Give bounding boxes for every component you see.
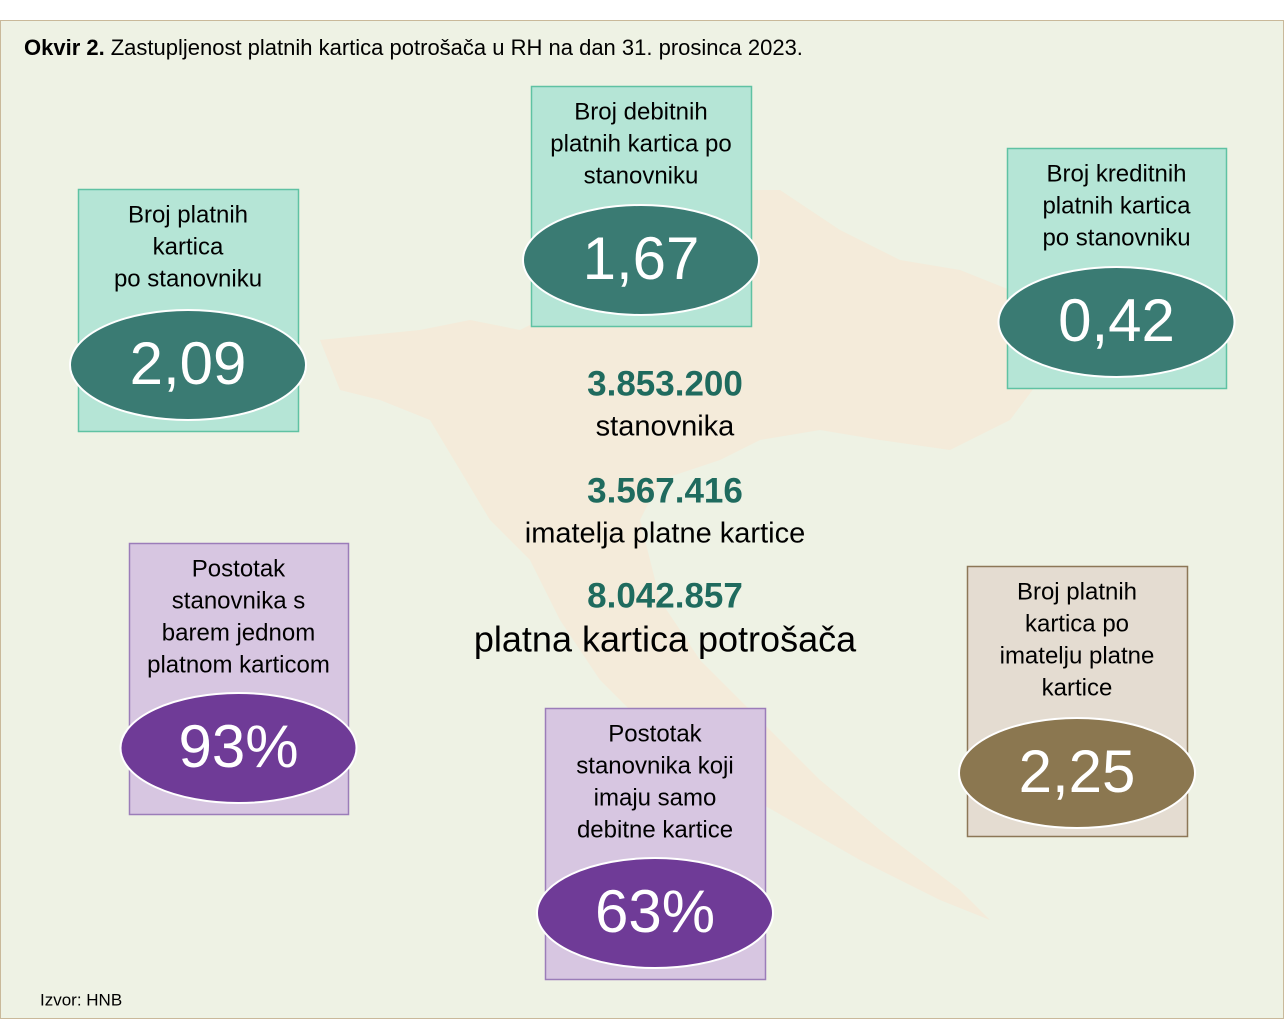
value-ellipse	[958, 717, 1196, 829]
box-label: barem jednom	[162, 619, 315, 646]
stat-value: 3.567.416	[587, 471, 743, 510]
stat-value: 3.853.200	[587, 364, 743, 403]
map-shape	[320, 190, 1040, 920]
value-ellipse	[997, 266, 1236, 378]
box-value: 63%	[595, 878, 715, 945]
box-label: stanovnika s	[172, 587, 305, 614]
box-label: kartica po	[1025, 610, 1129, 637]
box-label: imaju samo	[594, 784, 717, 811]
box-label: po stanovniku	[1042, 224, 1190, 251]
box-label: Broj kreditnih	[1046, 160, 1186, 187]
box-label: kartica	[153, 233, 224, 260]
box-label: Broj platnih	[1017, 578, 1137, 605]
stat-label: stanovnika	[596, 411, 736, 443]
box-label: Broj debitnih	[574, 98, 707, 125]
value-ellipse	[522, 204, 760, 316]
stat-label: platna kartica potrošača	[474, 619, 857, 660]
box-label: stanovniku	[584, 162, 699, 189]
box-label: platnom karticom	[147, 651, 330, 678]
stat-label: imatelja platne kartice	[525, 518, 805, 550]
header-label: Okvir 2.	[24, 35, 105, 60]
header: Okvir 2. Zastupljenost platnih kartica po…	[24, 35, 803, 60]
value-ellipse	[536, 857, 774, 969]
box-label: po stanovniku	[114, 265, 262, 292]
box-label: debitne kartice	[577, 816, 733, 843]
box-value: 1,67	[583, 225, 700, 292]
box-label: kartice	[1042, 674, 1113, 701]
box-label: Postotak	[192, 555, 286, 582]
header-title: Zastupljenost platnih kartica potrošača …	[111, 35, 803, 60]
value-ellipse	[119, 692, 358, 804]
box-label: Postotak	[608, 720, 702, 747]
box-value: 2,25	[1019, 738, 1136, 805]
value-ellipse	[69, 309, 307, 421]
box-label: Broj platnih	[128, 201, 248, 228]
box-label: stanovnika koji	[576, 752, 733, 779]
box-label: platnih kartica	[1042, 192, 1191, 219]
box-label: imatelju platne	[1000, 642, 1155, 669]
box-value: 93%	[178, 713, 298, 780]
box-value: 2,09	[130, 330, 247, 397]
source: Izvor: HNB	[40, 990, 122, 1009]
box-label: platnih kartica po	[550, 130, 731, 157]
stat-value: 8.042.857	[587, 576, 743, 615]
box-value: 0,42	[1058, 287, 1175, 354]
